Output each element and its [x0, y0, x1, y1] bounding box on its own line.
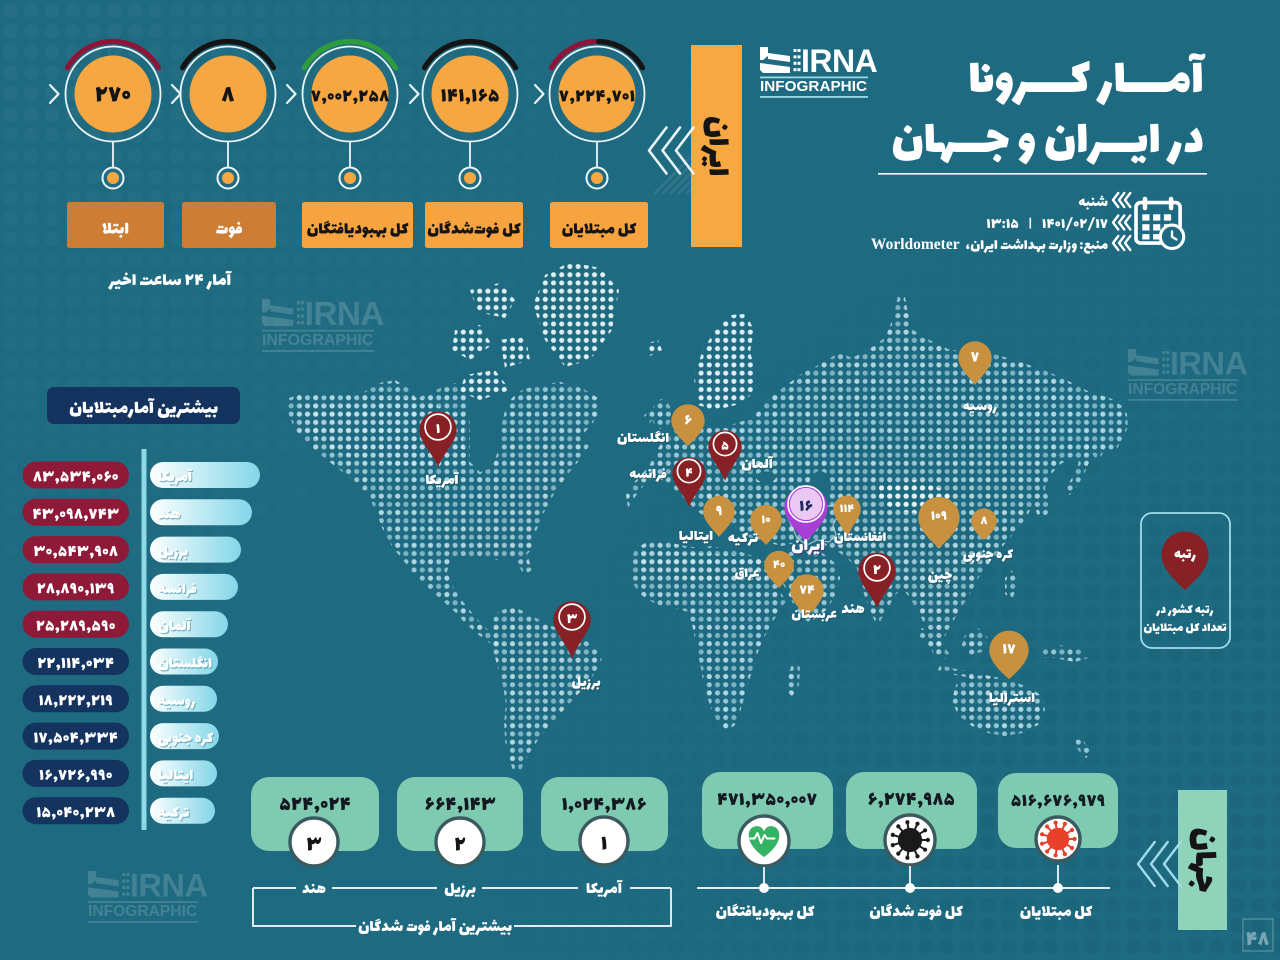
svg-text:INFOGRAPHIC: INFOGRAPHIC	[760, 78, 867, 95]
svg-text:Worldometer: Worldometer	[871, 236, 960, 253]
svg-text:IRNA: IRNA	[305, 296, 385, 333]
svg-text:IRNA: IRNA	[801, 43, 878, 79]
svg-text:IRNA: IRNA	[1170, 345, 1248, 382]
svg-text:IRNA: IRNA	[130, 867, 208, 904]
svg-text:INFOGRAPHIC: INFOGRAPHIC	[1128, 381, 1237, 398]
svg-text:INFOGRAPHIC: INFOGRAPHIC	[88, 903, 197, 920]
svg-text:INFOGRAPHIC: INFOGRAPHIC	[262, 332, 373, 349]
